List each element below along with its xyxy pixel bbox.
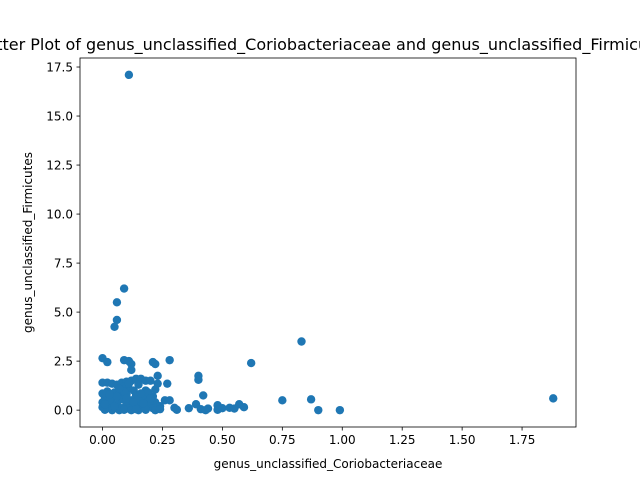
x-tick-label: 0.75 xyxy=(269,433,296,447)
data-point-2 xyxy=(112,298,122,307)
x-tick-label: 0.50 xyxy=(209,433,236,447)
data-points xyxy=(98,70,558,415)
x-tick-label: 0.00 xyxy=(89,433,116,447)
data-point-105 xyxy=(110,402,119,411)
data-point-52 xyxy=(165,396,174,405)
data-point-81 xyxy=(230,404,239,413)
x-tick-label: 1.50 xyxy=(449,433,476,447)
y-tick-label: 2.5 xyxy=(54,354,73,368)
data-point-97 xyxy=(112,392,122,401)
data-point-89 xyxy=(141,405,150,414)
data-point-107 xyxy=(122,394,131,403)
data-point-82 xyxy=(239,403,249,412)
y-axis-ticks: 0.0 2.5 5.0 7.5 10.0 12.5 15.0 17.5 xyxy=(46,60,80,417)
data-point-103 xyxy=(100,400,110,409)
data-point-7 xyxy=(103,357,112,367)
data-point-101 xyxy=(155,404,165,414)
data-point-86 xyxy=(119,405,129,414)
data-point-10 xyxy=(127,359,136,369)
data-point-0 xyxy=(124,70,134,80)
data-point-16 xyxy=(153,371,162,381)
data-point-12 xyxy=(151,359,160,369)
data-point-99 xyxy=(134,380,143,389)
data-point-111 xyxy=(151,385,160,394)
x-tick-label: 1.75 xyxy=(509,433,536,447)
chart-title: Scatter Plot of genus_unclassified_Corio… xyxy=(0,35,640,55)
data-point-31 xyxy=(163,379,172,388)
y-tick-label: 12.5 xyxy=(46,158,73,172)
y-tick-label: 5.0 xyxy=(54,305,73,319)
data-point-93 xyxy=(213,405,222,414)
data-point-18 xyxy=(194,375,203,384)
data-point-104 xyxy=(105,390,114,399)
x-axis-ticks: 0.00 0.25 0.50 0.75 1.00 1.25 1.50 1.75 xyxy=(89,427,535,447)
data-point-114 xyxy=(139,399,148,408)
data-point-29 xyxy=(146,376,155,385)
plot-frame xyxy=(79,57,577,428)
data-point-4 xyxy=(110,322,119,332)
data-point-15 xyxy=(127,365,136,375)
data-point-54 xyxy=(306,395,316,404)
x-tick-label: 1.00 xyxy=(329,433,356,447)
y-tick-label: 0.0 xyxy=(54,403,73,417)
data-point-43 xyxy=(199,391,208,400)
data-point-5 xyxy=(297,337,306,346)
data-point-14 xyxy=(246,358,256,368)
data-point-109 xyxy=(136,389,146,398)
y-axis-label: genus_unclassified_Firmicutes xyxy=(21,152,35,333)
data-point-106 xyxy=(115,384,124,393)
data-point-92 xyxy=(201,405,210,415)
y-tick-label: 17.5 xyxy=(46,60,73,74)
y-tick-label: 7.5 xyxy=(54,256,73,270)
data-point-3 xyxy=(112,315,122,325)
data-point-102 xyxy=(98,389,107,398)
y-tick-label: 10.0 xyxy=(46,207,73,221)
data-point-91 xyxy=(172,405,182,414)
data-point-108 xyxy=(129,398,138,407)
x-tick-label: 1.25 xyxy=(389,433,416,447)
y-tick-label: 15.0 xyxy=(46,109,73,123)
data-point-113 xyxy=(131,404,141,414)
data-point-76 xyxy=(184,403,194,413)
x-tick-label: 0.25 xyxy=(149,433,176,447)
data-point-1 xyxy=(119,284,129,293)
data-point-112 xyxy=(124,379,134,388)
data-point-53 xyxy=(278,396,287,405)
data-point-13 xyxy=(165,355,174,365)
data-point-94 xyxy=(314,405,323,415)
data-point-95 xyxy=(335,405,345,415)
data-point-55 xyxy=(549,394,558,403)
x-axis-label: genus_unclassified_Coriobacteriaceae xyxy=(214,457,443,471)
data-point-110 xyxy=(146,394,155,403)
